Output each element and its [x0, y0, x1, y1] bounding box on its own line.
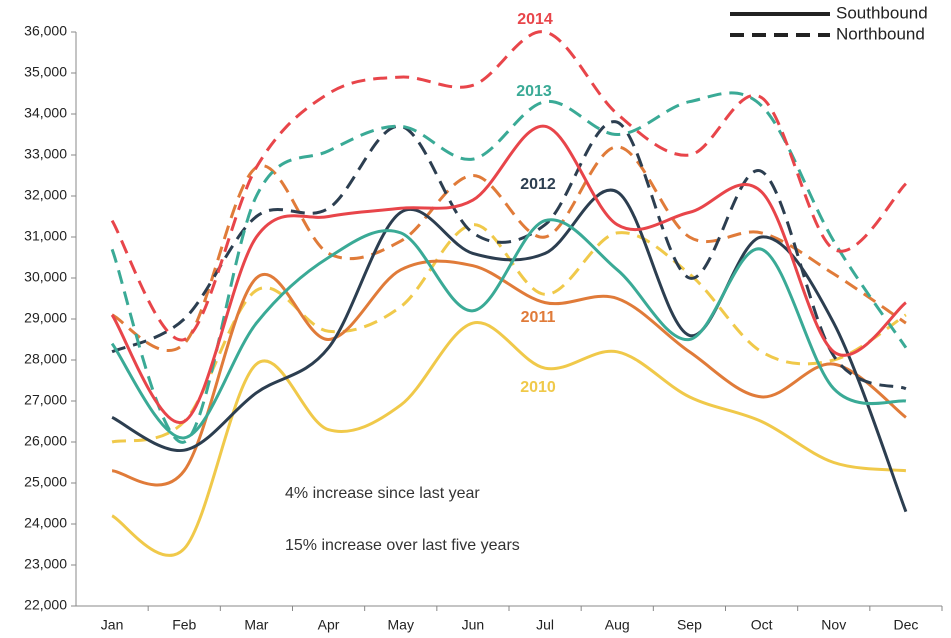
- y-tick-label: 33,000: [24, 146, 67, 162]
- annotation: 15% increase over last five years: [285, 537, 520, 554]
- y-tick-label: 22,000: [24, 597, 67, 613]
- y-tick-label: 34,000: [24, 105, 67, 121]
- y-tick-label: 32,000: [24, 187, 67, 203]
- annotation: 4% increase since last year: [285, 485, 480, 502]
- x-tick-label: Aug: [605, 617, 630, 633]
- x-tick-label: Jan: [101, 617, 124, 633]
- x-tick-label: Jun: [462, 617, 485, 633]
- x-tick-label: Sep: [677, 617, 702, 633]
- line: [111, 321, 907, 557]
- line: [111, 259, 907, 487]
- line: [110, 30, 907, 342]
- y-tick-label: 26,000: [24, 433, 67, 449]
- y-tick-label: 28,000: [24, 351, 67, 367]
- y-tick-label: 35,000: [24, 64, 67, 80]
- y-tick-label: 29,000: [24, 310, 67, 326]
- line: [110, 124, 907, 425]
- line: [111, 188, 908, 513]
- x-tick-label: Nov: [821, 617, 846, 633]
- legend-label: Northbound: [836, 24, 925, 43]
- x-tick-label: Apr: [318, 617, 340, 633]
- y-tick-label: 27,000: [24, 392, 67, 408]
- x-tick-label: Oct: [751, 617, 773, 633]
- series-label: 2013: [516, 83, 552, 100]
- y-tick-label: 23,000: [24, 556, 67, 572]
- y-tick-label: 31,000: [24, 228, 67, 244]
- series-label: 2012: [520, 176, 556, 193]
- x-tick-label: Dec: [893, 617, 918, 633]
- y-tick-label: 24,000: [24, 515, 67, 531]
- series-label: 2010: [520, 379, 556, 396]
- y-tick-label: 25,000: [24, 474, 67, 490]
- y-tick-label: 30,000: [24, 269, 67, 285]
- series-label: 2014: [517, 11, 553, 28]
- x-tick-label: May: [388, 617, 414, 633]
- line: [110, 218, 907, 440]
- y-tick-label: 36,000: [24, 23, 67, 39]
- x-tick-label: Feb: [172, 617, 196, 633]
- series-label: 2011: [521, 309, 556, 326]
- line: [111, 120, 907, 391]
- x-tick-label: Mar: [244, 617, 268, 633]
- line: [110, 91, 908, 444]
- line: [111, 145, 907, 352]
- x-tick-label: Jul: [536, 617, 554, 633]
- legend-label: Southbound: [836, 3, 928, 22]
